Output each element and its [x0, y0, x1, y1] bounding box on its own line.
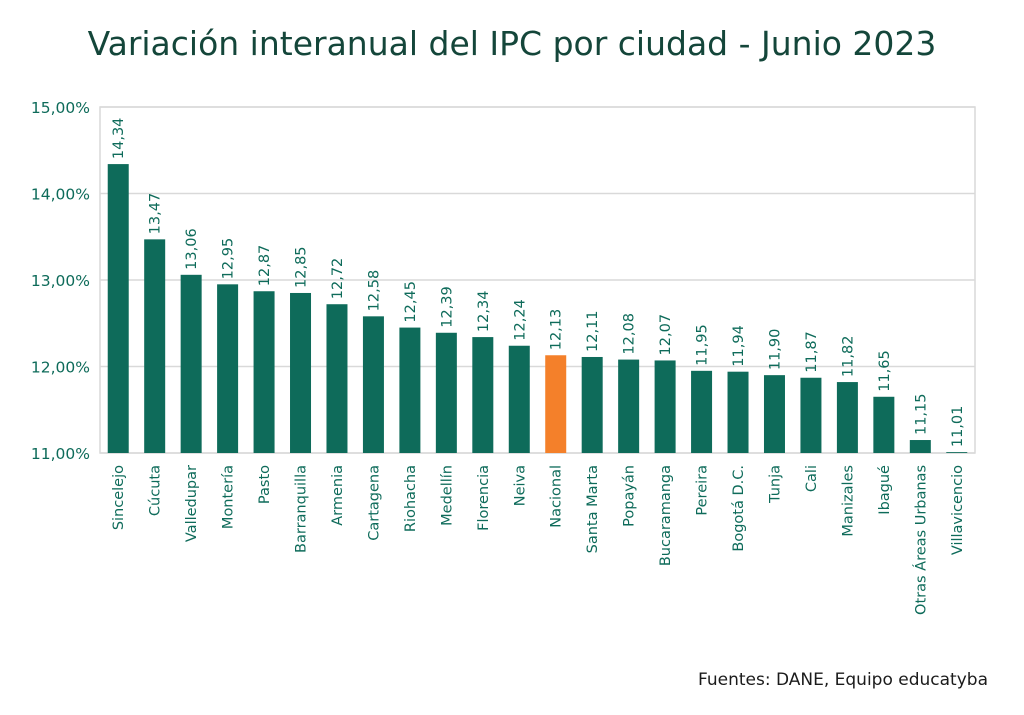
bar — [435, 332, 457, 453]
bar — [545, 355, 567, 453]
x-tick-label: Otras Áreas Urbanas — [912, 465, 929, 615]
grid-layer: 11,00% 12,00% 13,00% 14,00% 15,00% — [31, 99, 976, 463]
data-label: 11,95 — [695, 324, 711, 366]
chart-title: Variación interanual del IPC por ciudad … — [87, 24, 937, 63]
data-label: 12,72 — [330, 258, 346, 300]
bar — [508, 345, 530, 453]
x-tick-label: Ibagué — [877, 465, 893, 515]
x-tick-label: Manizales — [840, 465, 856, 537]
data-label: 13,47 — [148, 193, 164, 235]
x-tick-label: Santa Marta — [585, 465, 601, 553]
bar — [326, 304, 348, 453]
data-label: 12,07 — [658, 314, 674, 356]
data-label: 12,39 — [439, 286, 455, 328]
bar — [618, 359, 640, 453]
bar — [763, 375, 785, 453]
data-label: 14,34 — [111, 118, 127, 160]
source-note: Fuentes: DANE, Equipo educatyba — [697, 670, 988, 690]
x-tick-label: Pasto — [257, 465, 273, 504]
data-label: 11,90 — [767, 329, 783, 371]
bar — [800, 377, 822, 453]
x-tick-label: Riohacha — [403, 465, 419, 532]
y-tick-label: 15,00% — [31, 99, 90, 117]
x-tick-label: Valledupar — [184, 465, 200, 542]
bar — [581, 356, 603, 453]
x-tick-label: Bucaramanga — [658, 465, 674, 566]
x-tick-label: Neiva — [512, 465, 528, 506]
bar — [472, 337, 494, 453]
bar — [290, 292, 312, 453]
bar — [909, 440, 931, 453]
bar — [727, 371, 749, 453]
data-label: 12,13 — [549, 309, 565, 351]
bar — [873, 396, 895, 453]
x-tick-label: Nacional — [549, 465, 565, 528]
data-label: 12,58 — [366, 270, 382, 312]
bar — [946, 452, 968, 453]
x-tick-label: Armenia — [330, 465, 346, 526]
x-tick-label: Villavicencio — [950, 465, 966, 555]
data-label: 11,82 — [840, 336, 856, 378]
x-tick-label: Sincelejo — [111, 465, 127, 530]
data-label: 11,94 — [731, 325, 747, 367]
data-label: 12,34 — [476, 291, 492, 333]
data-label: 11,65 — [877, 350, 893, 392]
data-label: 11,87 — [804, 331, 820, 373]
data-label: 12,24 — [512, 299, 528, 341]
data-label: 12,87 — [257, 245, 273, 287]
y-tick-label: 14,00% — [31, 186, 90, 204]
y-tick-label: 13,00% — [31, 272, 90, 290]
bar — [399, 327, 421, 453]
x-tick-label: Bogotá D.C. — [731, 465, 747, 552]
bar — [180, 274, 202, 453]
bar — [836, 382, 858, 453]
x-tick-label: Montería — [221, 465, 237, 529]
x-tick-label: Cúcuta — [148, 465, 164, 516]
x-tick-label: Tunja — [767, 465, 783, 504]
bar — [107, 164, 129, 453]
x-tick-label: Popayán — [622, 465, 638, 527]
data-label: 11,15 — [913, 394, 929, 436]
bar — [144, 239, 166, 453]
label-layer: 14,34 Sincelejo 13,47 Cúcuta 13,06 Valledupar… — [111, 118, 966, 615]
data-label: 12,95 — [221, 238, 237, 280]
bar — [654, 360, 676, 453]
x-tick-label: Medellín — [439, 465, 455, 526]
y-tick-label: 11,00% — [31, 445, 90, 463]
x-tick-label: Barranquilla — [294, 465, 310, 553]
data-label: 12,85 — [294, 246, 310, 288]
x-tick-label: Pereira — [695, 465, 711, 516]
data-label: 12,45 — [403, 281, 419, 323]
bar — [253, 291, 275, 453]
bar — [362, 316, 384, 453]
data-label: 11,01 — [950, 406, 966, 448]
data-label: 12,08 — [622, 313, 638, 355]
data-label: 12,11 — [585, 310, 601, 352]
y-tick-label: 12,00% — [31, 359, 90, 377]
data-label: 13,06 — [184, 228, 200, 270]
bar-layer — [107, 164, 968, 453]
x-tick-label: Cartagena — [366, 465, 382, 541]
bar — [691, 370, 713, 453]
x-tick-label: Cali — [804, 465, 820, 492]
bar — [217, 284, 239, 453]
x-tick-label: Florencia — [476, 465, 492, 531]
